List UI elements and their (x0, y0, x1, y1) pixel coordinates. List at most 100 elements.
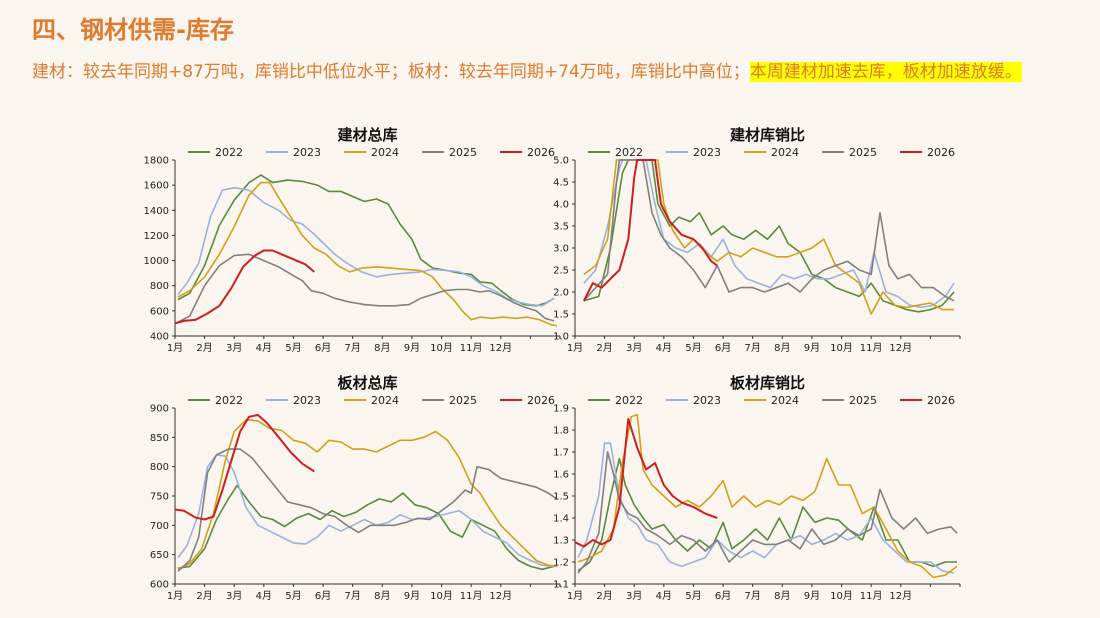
x-tick-label: 9月 (404, 342, 420, 354)
y-tick-label: 1.6 (553, 470, 569, 481)
x-tick-label: 7月 (345, 342, 361, 354)
x-tick-label: 3月 (226, 590, 242, 602)
y-tick-label: 900 (150, 404, 169, 415)
y-tick-label: 800 (150, 462, 169, 473)
chart-plate-inventory-sales-ratio: 板材库销比 2022 2023 2024 2025 2026 1.1 1.2 1.3 1.4 1.5… (530, 370, 970, 610)
x-tick-label: 1月 (567, 590, 583, 602)
x-tick-label: 6月 (715, 342, 731, 354)
y-tick-label: 1.7 (553, 448, 569, 459)
x-tick-label: 5月 (285, 342, 301, 354)
x-tick-label: 8月 (774, 590, 790, 602)
series-line-2024 (177, 418, 558, 571)
chart-construction-inventory: 建材总库 2022 2023 2024 2025 2026 400 600 800 1000 120… (130, 122, 570, 362)
y-tick-label: 1.3 (553, 536, 569, 547)
x-tick-label: 4月 (256, 590, 272, 602)
x-tick-label: 3月 (226, 342, 242, 354)
series-line-2025 (177, 448, 558, 572)
y-tick-label: 650 (150, 550, 169, 561)
x-tick-label: 9月 (804, 590, 820, 602)
y-tick-label: 1400 (144, 206, 169, 217)
x-tick-label: 10月 (830, 342, 853, 354)
legend-label-2024: 2024 (771, 394, 799, 407)
x-tick-label: 8月 (374, 590, 390, 602)
y-tick-label: 2.5 (553, 266, 569, 277)
legend-label-2025: 2025 (449, 394, 477, 407)
series-line-2025 (177, 253, 555, 323)
y-tick-label: 1.5 (553, 492, 569, 503)
x-tick-label: 11月 (460, 590, 483, 602)
series-line-2026 (174, 414, 315, 521)
series-line-2023 (177, 454, 555, 568)
x-tick-label: 12月 (889, 590, 912, 602)
series-line-2023 (583, 159, 955, 309)
x-tick-label: 10月 (430, 590, 453, 602)
y-tick-label: 800 (150, 281, 169, 292)
y-tick-label: 750 (150, 492, 169, 503)
series-line-2022 (177, 174, 555, 307)
x-tick-label: 7月 (745, 590, 761, 602)
series-line-2023 (577, 442, 955, 574)
legend-label-2023: 2023 (293, 394, 321, 407)
page-description: 建材：较去年同期+87万吨，库销比中低位水平；板材：较去年同期+74万吨，库销比… (32, 58, 1092, 86)
chart-svg: 建材库销比 2022 2023 2024 2025 2026 1.0 1.5 2.0 2.5 3.0… (553, 126, 961, 354)
x-tick-label: 10月 (830, 590, 853, 602)
chart-title: 建材总库 (337, 126, 397, 144)
x-tick-label: 7月 (745, 342, 761, 354)
x-tick-label: 9月 (804, 342, 820, 354)
x-tick-label: 8月 (374, 342, 390, 354)
x-tick-label: 8月 (774, 342, 790, 354)
y-tick-label: 1.9 (553, 404, 569, 415)
x-tick-label: 2月 (196, 342, 212, 354)
y-tick-label: 1000 (144, 256, 169, 267)
y-tick-label: 600 (150, 306, 169, 317)
legend-label-2023: 2023 (293, 146, 321, 159)
x-tick-label: 5月 (685, 590, 701, 602)
chart-plate-inventory: 板材总库 2022 2023 2024 2025 2026 600 650 700 750 800 8… (130, 370, 570, 610)
series-line-2025 (583, 159, 955, 302)
chart-title: 板材总库 (337, 374, 397, 392)
x-tick-label: 2月 (596, 342, 612, 354)
description-text: 建材：较去年同期+87万吨，库销比中低位水平；板材：较去年同期+74万吨，库销比… (32, 62, 750, 82)
x-tick-label: 1月 (167, 342, 183, 354)
y-tick-label: 850 (150, 433, 169, 444)
x-tick-label: 4月 (256, 342, 272, 354)
page-title: 四、钢材供需-库存 (32, 16, 234, 44)
x-tick-label: 6月 (315, 342, 331, 354)
y-tick-label: 3.5 (553, 222, 569, 233)
legend-label-2022: 2022 (615, 394, 643, 407)
x-tick-label: 3月 (626, 342, 642, 354)
legend-label-2022: 2022 (615, 146, 643, 159)
x-tick-label: 6月 (715, 590, 731, 602)
series-line-2023 (177, 186, 555, 307)
y-tick-label: 1.2 (553, 558, 569, 569)
y-tick-label: 3.0 (553, 244, 569, 255)
y-tick-label: 2.0 (553, 288, 569, 299)
y-tick-label: 4.0 (553, 200, 569, 211)
series-line-2026 (583, 159, 718, 302)
legend-label-2025: 2025 (849, 394, 877, 407)
y-tick-label: 600 (150, 580, 169, 591)
x-tick-label: 11月 (860, 590, 883, 602)
x-tick-label: 1月 (167, 590, 183, 602)
y-tick-label: 5.0 (553, 156, 569, 167)
chart-title: 建材库销比 (730, 126, 805, 144)
x-tick-label: 12月 (489, 342, 512, 354)
x-tick-label: 5月 (285, 590, 301, 602)
legend-label-2022: 2022 (215, 146, 243, 159)
y-tick-label: 1.4 (553, 514, 569, 525)
series-line-2024 (177, 181, 558, 327)
x-tick-label: 12月 (489, 590, 512, 602)
x-tick-label: 9月 (404, 590, 420, 602)
x-tick-label: 7月 (345, 590, 361, 602)
legend-label-2025: 2025 (449, 146, 477, 159)
legend-label-2026: 2026 (927, 146, 955, 159)
y-tick-label: 1200 (144, 231, 169, 242)
series-line-2024 (583, 159, 955, 315)
x-tick-label: 11月 (860, 342, 883, 354)
legend-label-2026: 2026 (527, 394, 555, 407)
series-line-2022 (577, 457, 957, 572)
x-tick-label: 2月 (596, 590, 612, 602)
legend-label-2024: 2024 (771, 146, 799, 159)
chart-svg: 建材总库 2022 2023 2024 2025 2026 400 600 800 1000 120… (144, 126, 561, 354)
x-tick-label: 2月 (196, 590, 212, 602)
